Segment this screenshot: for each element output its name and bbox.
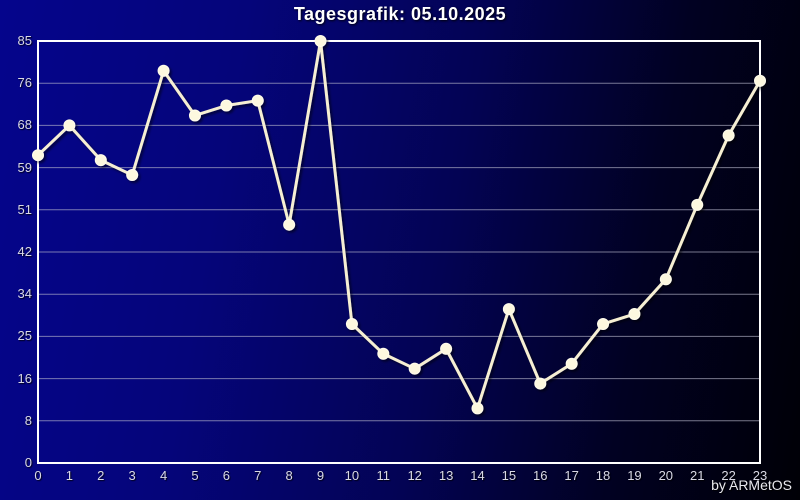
y-tick-label: 16 <box>17 370 32 386</box>
data-point-marker <box>722 129 735 142</box>
credit-label: by ARMetOS <box>711 477 792 493</box>
x-tick-label: 12 <box>407 468 422 483</box>
data-line <box>36 39 762 410</box>
plot-frame <box>37 40 761 464</box>
x-tick-label: 4 <box>159 468 168 483</box>
data-point-marker <box>94 154 107 167</box>
y-tick-label: 42 <box>17 244 32 259</box>
y-tick-label: 85 <box>17 33 32 48</box>
x-tick-label: 5 <box>191 468 199 483</box>
data-point-marker <box>408 362 421 375</box>
x-tick-label: 19 <box>627 468 642 483</box>
data-point-marker <box>188 109 201 122</box>
x-tick-label: 10 <box>344 468 360 483</box>
x-tick-label: 7 <box>254 468 262 483</box>
y-tick-label: 76 <box>17 75 32 91</box>
data-point-marker <box>314 35 327 47</box>
x-tick-label: 6 <box>222 468 230 483</box>
y-tick-label: 51 <box>17 201 32 217</box>
x-tick-label: 23 <box>752 468 768 483</box>
x-tick-label: 13 <box>438 468 454 483</box>
x-tick-label: 2 <box>97 468 105 483</box>
y-tick-label: 8 <box>24 412 32 428</box>
data-point-marker <box>471 402 484 415</box>
x-tick-label: 0 <box>34 468 42 483</box>
data-point-marker <box>534 377 547 390</box>
y-tick-label: 34 <box>17 286 32 302</box>
x-tick-label: 17 <box>564 468 579 483</box>
data-point-marker <box>63 119 76 132</box>
data-point-marker <box>126 169 139 182</box>
x-tick-label: 22 <box>721 468 736 483</box>
x-tick-label: 15 <box>501 468 517 483</box>
y-tick-label: 59 <box>17 159 32 175</box>
data-point-marker <box>32 149 44 162</box>
data-point-marker <box>565 357 578 370</box>
data-point-marker <box>691 198 704 211</box>
chart-title: Tagesgrafik: 05.10.2025 <box>293 4 507 24</box>
data-series <box>32 35 766 415</box>
x-tick-label: 8 <box>285 468 293 483</box>
data-point-marker <box>597 317 610 330</box>
y-tick-label: 68 <box>17 117 32 133</box>
data-point-marker <box>251 94 264 107</box>
data-point-marker <box>377 347 390 360</box>
data-point-marker <box>659 273 672 286</box>
x-tick-label: 20 <box>658 468 674 483</box>
y-tick-label: 0 <box>24 455 32 470</box>
x-tick-label: 21 <box>689 468 705 483</box>
data-point-marker <box>502 303 515 316</box>
data-point-marker <box>628 308 641 321</box>
data-point-marker <box>754 74 766 87</box>
x-tick-label: 11 <box>376 468 391 483</box>
data-point-marker <box>157 64 170 77</box>
data-point-marker <box>440 342 453 355</box>
x-tick-label: 16 <box>533 468 548 483</box>
x-tick-label: 9 <box>316 468 325 483</box>
data-point-marker <box>283 218 296 231</box>
data-point-marker <box>345 317 358 330</box>
gridlines <box>38 82 760 422</box>
x-tick-label: 1 <box>65 468 73 483</box>
x-tick-label: 18 <box>595 468 611 483</box>
x-tick-label: 14 <box>470 468 485 483</box>
y-tick-label: 25 <box>17 328 32 344</box>
x-tick-label: 3 <box>128 468 136 483</box>
data-point-marker <box>220 99 233 112</box>
